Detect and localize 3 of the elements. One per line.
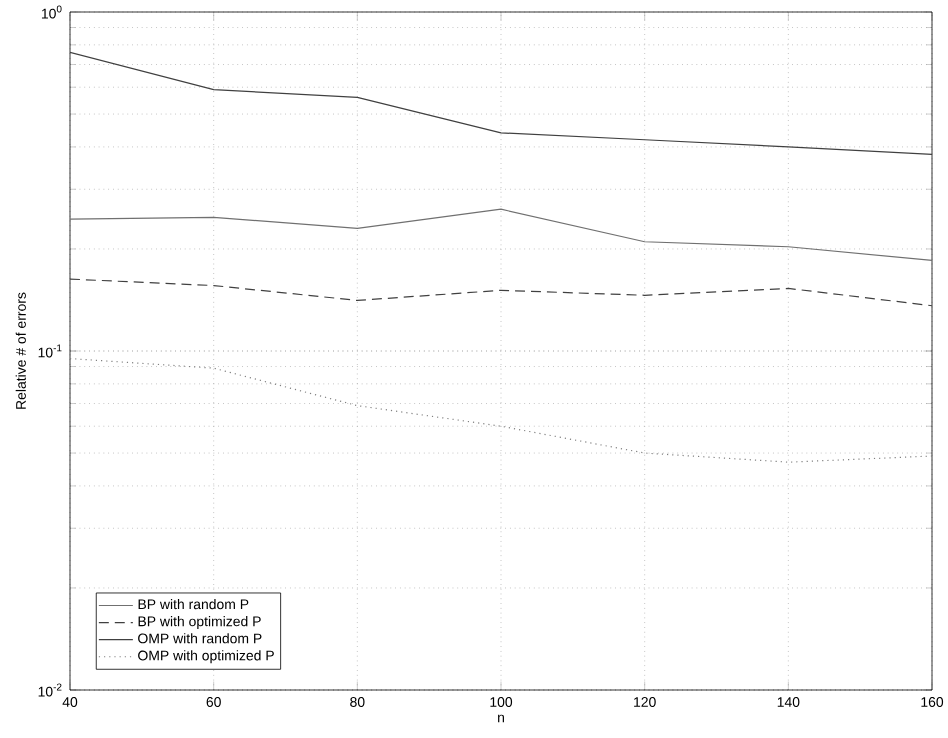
line-series: [70, 208, 933, 262]
line-series: [70, 51, 933, 156]
line-series: [70, 278, 933, 307]
